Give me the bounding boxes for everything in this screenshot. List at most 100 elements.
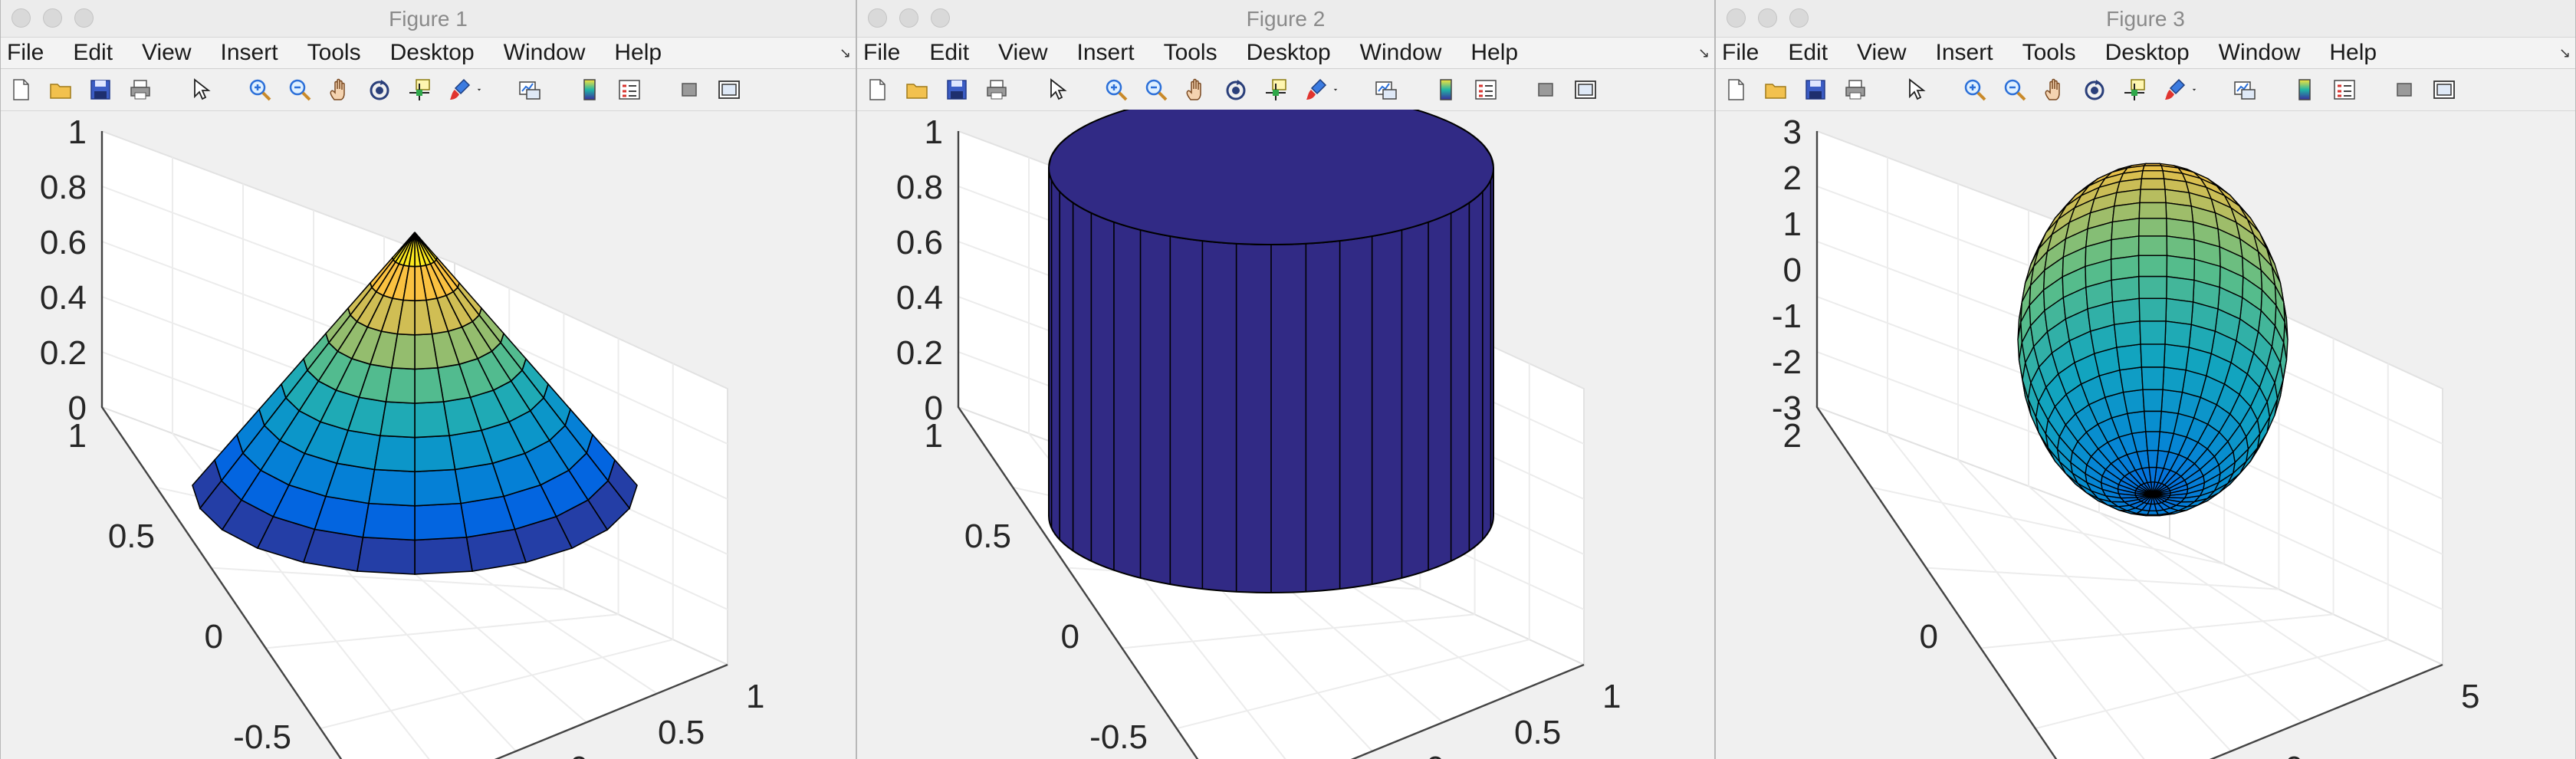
brush-icon[interactable] — [2162, 77, 2187, 102]
open-file-icon[interactable] — [905, 77, 929, 102]
zoom-in-icon[interactable] — [1104, 77, 1129, 102]
colorbar-icon[interactable] — [1434, 77, 1458, 102]
menu-window[interactable]: Window — [503, 40, 586, 65]
zoom-button[interactable] — [1789, 8, 1809, 28]
menu-window[interactable]: Window — [2218, 40, 2301, 65]
rotate-3d-icon[interactable] — [367, 77, 392, 102]
brush-icon[interactable] — [1303, 77, 1328, 102]
minimize-button[interactable] — [1758, 8, 1777, 28]
zoom-out-icon[interactable] — [288, 77, 312, 102]
pan-icon[interactable] — [2042, 77, 2067, 102]
data-cursor-icon[interactable] — [2122, 77, 2147, 102]
minimize-button[interactable] — [43, 8, 62, 28]
menu-file[interactable]: File — [1722, 40, 1760, 65]
axes-3d[interactable]: 00.20.40.60.81-1-0.500.51-1-0.500.51 — [1, 110, 856, 759]
dock-figure-icon[interactable]: ↘ — [2558, 45, 2571, 61]
dock-figure-icon[interactable]: ↘ — [1697, 45, 1710, 61]
zoom-out-icon[interactable] — [1144, 77, 1168, 102]
save-icon[interactable] — [88, 77, 113, 102]
pan-icon[interactable] — [1184, 77, 1208, 102]
menu-view[interactable]: View — [998, 40, 1048, 65]
new-figure-icon[interactable] — [865, 77, 889, 102]
hide-plot-tools-icon[interactable] — [2392, 77, 2417, 102]
show-plot-tools-icon[interactable] — [717, 77, 741, 102]
menu-help[interactable]: Help — [1470, 40, 1519, 65]
link-plot-icon[interactable] — [1374, 77, 1398, 102]
close-button[interactable] — [868, 8, 887, 28]
menu-help[interactable]: Help — [2329, 40, 2377, 65]
window-titlebar[interactable]: Figure 3 — [1716, 0, 2575, 38]
data-cursor-icon[interactable] — [1263, 77, 1288, 102]
colorbar-icon[interactable] — [2292, 77, 2317, 102]
window-title: Figure 2 — [1246, 7, 1326, 31]
print-icon[interactable] — [984, 77, 1009, 102]
pointer-icon[interactable] — [188, 77, 212, 102]
pointer-icon[interactable] — [1903, 77, 1927, 102]
window-title: Figure 3 — [2106, 7, 2185, 31]
zoom-button[interactable] — [74, 8, 94, 28]
z-tick-label: 0.6 — [40, 224, 87, 261]
menu-tools[interactable]: Tools — [1163, 40, 1217, 65]
rotate-3d-icon[interactable] — [1224, 77, 1248, 102]
menu-tools[interactable]: Tools — [307, 40, 361, 65]
data-cursor-icon[interactable] — [407, 77, 432, 102]
menu-insert[interactable]: Insert — [220, 40, 278, 65]
link-plot-icon[interactable] — [2233, 77, 2257, 102]
legend-icon[interactable] — [2332, 77, 2357, 102]
menu-file[interactable]: File — [7, 40, 44, 65]
brush-dropdown-icon[interactable] — [475, 77, 484, 102]
brush-icon[interactable] — [447, 77, 472, 102]
new-figure-icon[interactable] — [8, 77, 33, 102]
print-icon[interactable] — [128, 77, 153, 102]
brush-dropdown-icon[interactable] — [1331, 77, 1340, 102]
menu-edit[interactable]: Edit — [73, 40, 113, 65]
menu-insert[interactable]: Insert — [1935, 40, 1993, 65]
z-tick-label: 1 — [1783, 205, 1802, 243]
plot-canvas: 00.20.40.60.81-1-0.500.51-1-0.500.51 — [40, 113, 764, 759]
menu-edit[interactable]: Edit — [1788, 40, 1829, 65]
close-button[interactable] — [1727, 8, 1746, 28]
zoom-button[interactable] — [931, 8, 950, 28]
menu-desktop[interactable]: Desktop — [1246, 40, 1331, 65]
menu-desktop[interactable]: Desktop — [389, 40, 475, 65]
rotate-3d-icon[interactable] — [2082, 77, 2107, 102]
show-plot-tools-icon[interactable] — [1573, 77, 1598, 102]
cone-surface — [192, 232, 638, 575]
window-titlebar[interactable]: Figure 1 — [1, 0, 856, 38]
zoom-in-icon[interactable] — [248, 77, 272, 102]
open-file-icon[interactable] — [48, 77, 73, 102]
menu-file[interactable]: File — [863, 40, 901, 65]
new-figure-icon[interactable] — [1723, 77, 1748, 102]
print-icon[interactable] — [1843, 77, 1868, 102]
minimize-button[interactable] — [899, 8, 918, 28]
open-file-icon[interactable] — [1763, 77, 1788, 102]
save-icon[interactable] — [945, 77, 969, 102]
menu-window[interactable]: Window — [1359, 40, 1442, 65]
hide-plot-tools-icon[interactable] — [677, 77, 702, 102]
link-plot-icon[interactable] — [518, 77, 542, 102]
save-icon[interactable] — [1803, 77, 1828, 102]
menu-insert[interactable]: Insert — [1076, 40, 1135, 65]
menu-tools[interactable]: Tools — [2022, 40, 2076, 65]
brush-dropdown-icon[interactable] — [2190, 77, 2199, 102]
menu-desktop[interactable]: Desktop — [2104, 40, 2190, 65]
menu-help[interactable]: Help — [614, 40, 662, 65]
colorbar-icon[interactable] — [577, 77, 602, 102]
hide-plot-tools-icon[interactable] — [1533, 77, 1558, 102]
menu-view[interactable]: View — [1857, 40, 1907, 65]
menu-view[interactable]: View — [142, 40, 192, 65]
axes-3d[interactable]: 00.20.40.60.81-1-0.500.51-1-0.500.51 — [857, 110, 1714, 759]
window-titlebar[interactable]: Figure 2 — [857, 0, 1714, 38]
pointer-icon[interactable] — [1044, 77, 1069, 102]
zoom-out-icon[interactable] — [2003, 77, 2027, 102]
x-tick-label: 1 — [1602, 678, 1621, 715]
close-button[interactable] — [12, 8, 31, 28]
menu-edit[interactable]: Edit — [929, 40, 970, 65]
legend-icon[interactable] — [1474, 77, 1498, 102]
show-plot-tools-icon[interactable] — [2432, 77, 2456, 102]
pan-icon[interactable] — [327, 77, 352, 102]
legend-icon[interactable] — [617, 77, 642, 102]
zoom-in-icon[interactable] — [1963, 77, 1987, 102]
dock-figure-icon[interactable]: ↘ — [839, 45, 851, 61]
